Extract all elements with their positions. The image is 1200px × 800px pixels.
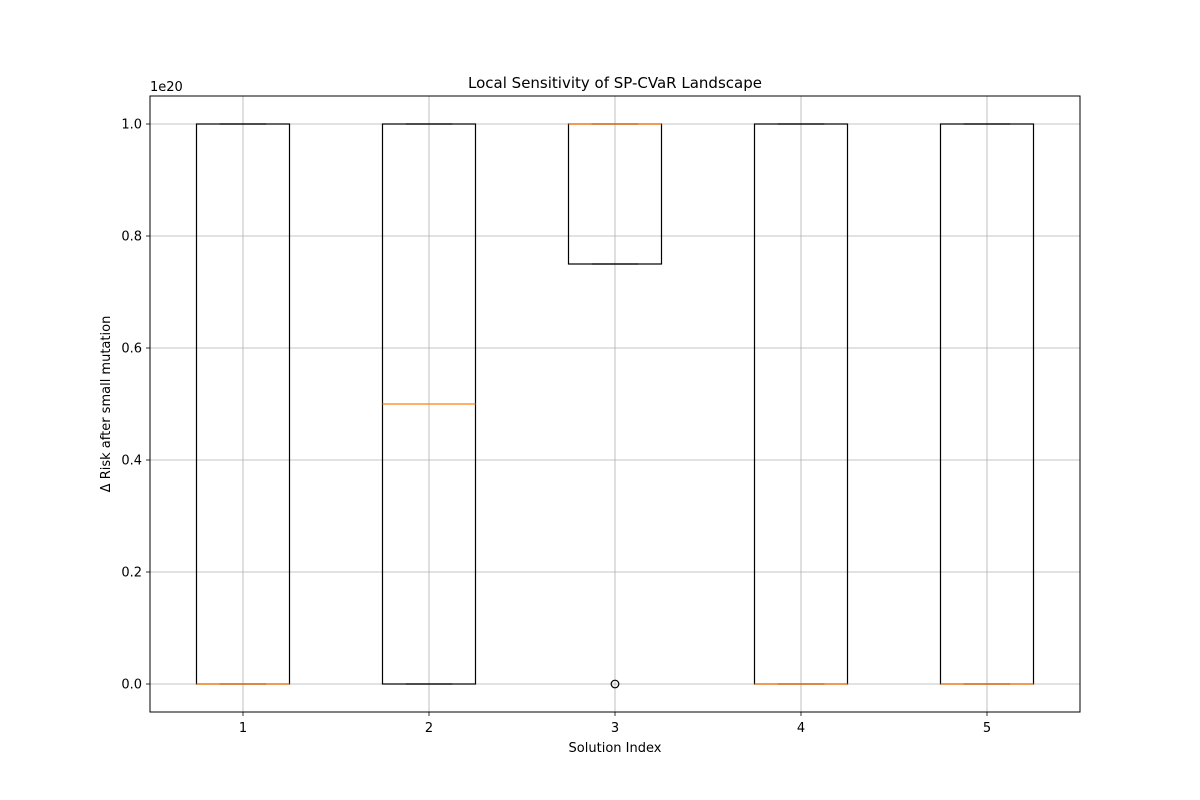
box-group [381, 123, 477, 685]
box-group [939, 123, 1035, 685]
y-axis-offset-label: 1e20 [150, 80, 183, 95]
x-tick-label: 5 [983, 721, 991, 736]
box-group [195, 123, 291, 685]
x-tick-label: 4 [797, 721, 805, 736]
x-tick-label: 1 [239, 721, 247, 736]
y-tick-label: 0.6 [121, 342, 142, 357]
y-tick-label: 0.8 [121, 230, 142, 245]
box-group [753, 123, 849, 685]
chart-title: Local Sensitivity of SP-CVaR Landscape [468, 74, 762, 92]
axis-ticks: 0.0 0.2 0.4 0.6 0.8 1.0 1 2 3 4 5 [121, 118, 991, 737]
boxes [195, 123, 1035, 689]
y-tick-label: 0.4 [121, 454, 142, 469]
y-tick-label: 1.0 [121, 118, 142, 133]
x-tick-label: 2 [425, 721, 433, 736]
y-tick-label: 0.0 [121, 678, 142, 693]
outlier-point [610, 679, 620, 689]
box-group [567, 123, 663, 689]
y-tick-label: 0.2 [121, 566, 142, 581]
x-axis-label: Solution Index [569, 741, 662, 756]
x-tick-label: 3 [611, 721, 619, 736]
y-axis-label: Δ Risk after small mutation [99, 316, 114, 493]
